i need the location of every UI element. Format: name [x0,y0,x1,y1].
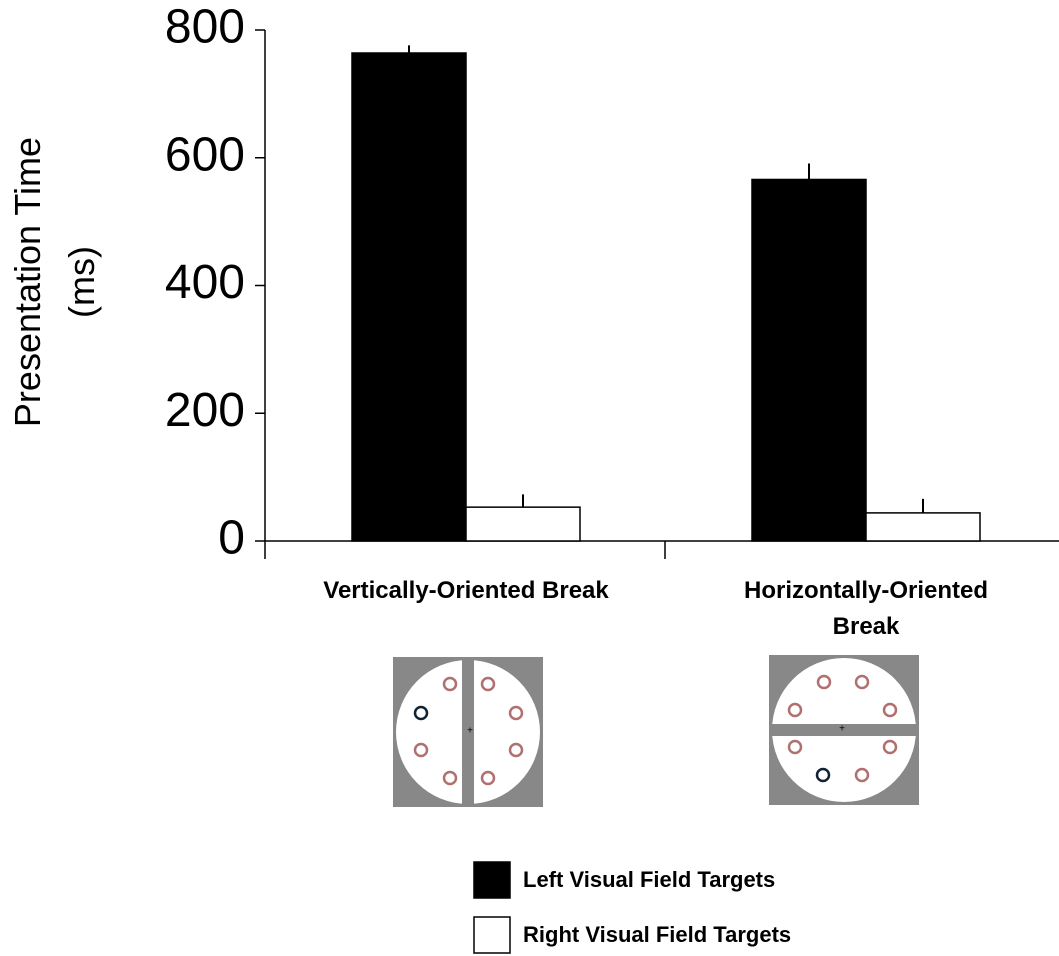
svg-text:+: + [839,724,845,735]
stimulus-horizontal: + [769,655,919,805]
y-tick-label: 400 [165,256,245,309]
y-tick-label: 0 [218,512,245,565]
x-tick-label: Vertically-Oriented Break [323,577,609,604]
svg-text:+: + [467,726,473,737]
legend-swatch [473,916,511,954]
legend-swatch [473,861,511,899]
y-tick-label: 800 [165,1,245,54]
bar [465,506,581,542]
bar [865,512,981,542]
y-tick-label: 600 [165,128,245,181]
bar [751,178,867,542]
stimulus-vertical: + [393,657,543,807]
legend-label: Right Visual Field Targets [523,922,791,947]
y-axis-label: Presentation Time (ms) [7,136,102,428]
y-tick-label: 200 [165,384,245,437]
legend-label: Left Visual Field Targets [523,867,775,892]
x-tick-label: Horizontally-Oriented Break [743,577,989,640]
bar [351,52,467,542]
